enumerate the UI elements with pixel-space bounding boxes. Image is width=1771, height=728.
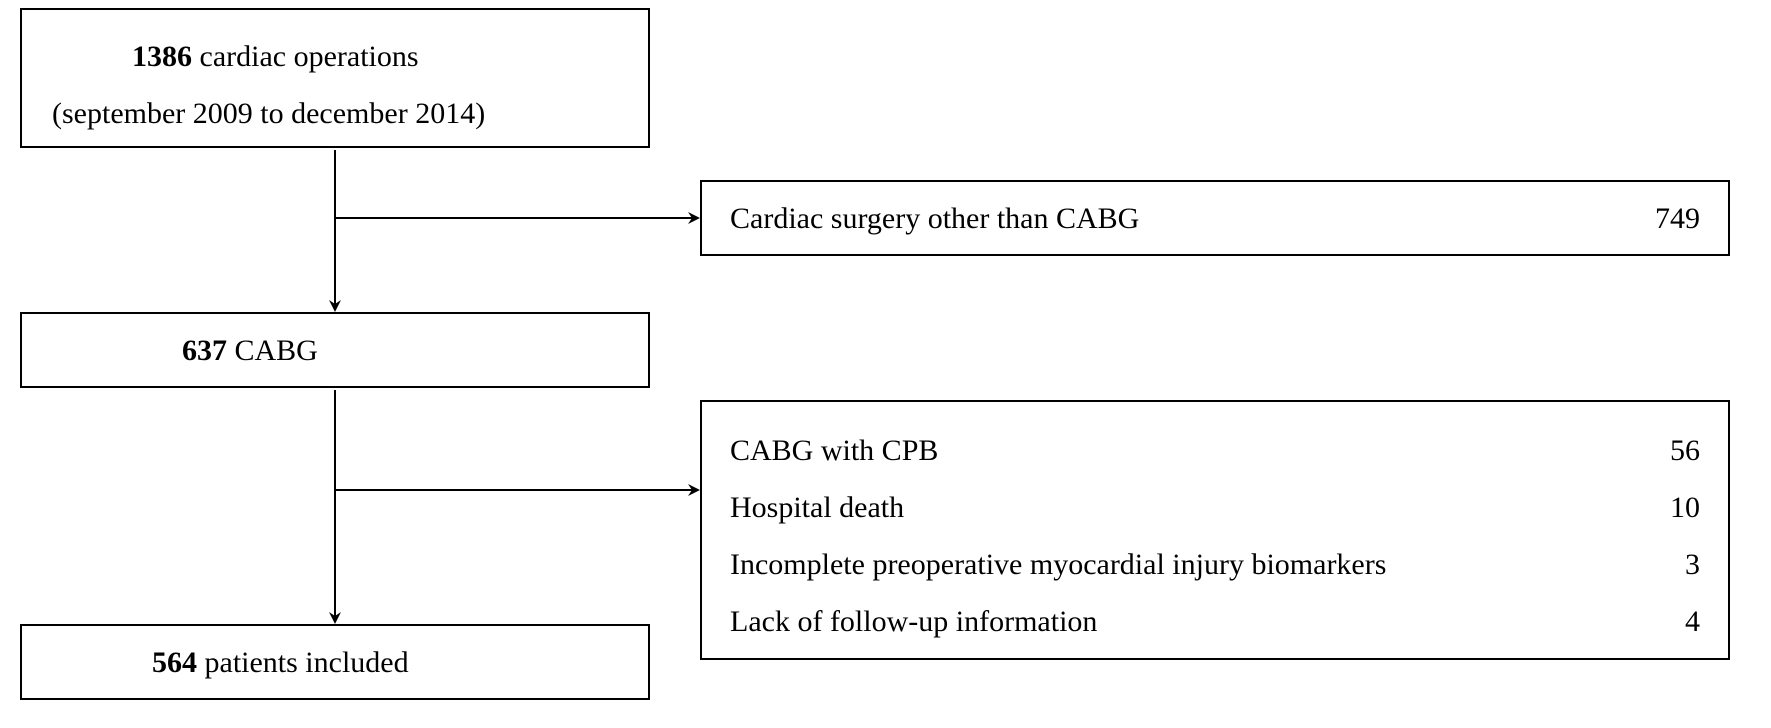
exclusion-2-row-1: Hospital death 10 [730, 479, 1700, 536]
exclusion-2-value-3: 4 [1685, 593, 1700, 650]
node-middle-content: 637 CABG [182, 322, 318, 379]
node-bottom-content: 564 patients included [152, 634, 409, 691]
node-cardiac-operations: 1386 cardiac operations (september 2009 … [20, 8, 650, 148]
exclusion-2-row-0: CABG with CPB 56 [730, 422, 1700, 479]
exclusion-1-label: Cardiac surgery other than CABG [730, 190, 1139, 247]
node-bottom-count: 564 [152, 646, 197, 679]
node-top-line1: 1386 cardiac operations [132, 28, 620, 85]
exclusion-2-label-1: Hospital death [730, 479, 904, 536]
node-middle-text: CABG [227, 334, 318, 367]
exclusion-2-value-0: 56 [1670, 422, 1700, 479]
exclusion-2-row-2: Incomplete preoperative myocardial injur… [730, 536, 1700, 593]
node-bottom-text: patients included [197, 646, 409, 679]
exclusion-box-2: CABG with CPB 56 Hospital death 10 Incom… [700, 400, 1730, 660]
exclusion-box-1: Cardiac surgery other than CABG 749 [700, 180, 1730, 256]
exclusion-2-row-3: Lack of follow-up information 4 [730, 593, 1700, 650]
exclusion-2-label-2: Incomplete preoperative myocardial injur… [730, 536, 1386, 593]
node-cabg: 637 CABG [20, 312, 650, 388]
node-patients-included: 564 patients included [20, 624, 650, 700]
exclusion-1-value: 749 [1655, 190, 1700, 247]
exclusion-2-value-2: 3 [1685, 536, 1700, 593]
flowchart-canvas: 1386 cardiac operations (september 2009 … [0, 0, 1771, 728]
exclusion-2-label-3: Lack of follow-up information [730, 593, 1097, 650]
node-top-line2: (september 2009 to december 2014) [52, 85, 620, 142]
exclusion-1-row: Cardiac surgery other than CABG 749 [730, 190, 1700, 247]
exclusion-2-value-1: 10 [1670, 479, 1700, 536]
node-middle-count: 637 [182, 334, 227, 367]
exclusion-2-label-0: CABG with CPB [730, 422, 938, 479]
node-top-text: cardiac operations [192, 40, 419, 73]
node-top-count: 1386 [132, 40, 192, 73]
